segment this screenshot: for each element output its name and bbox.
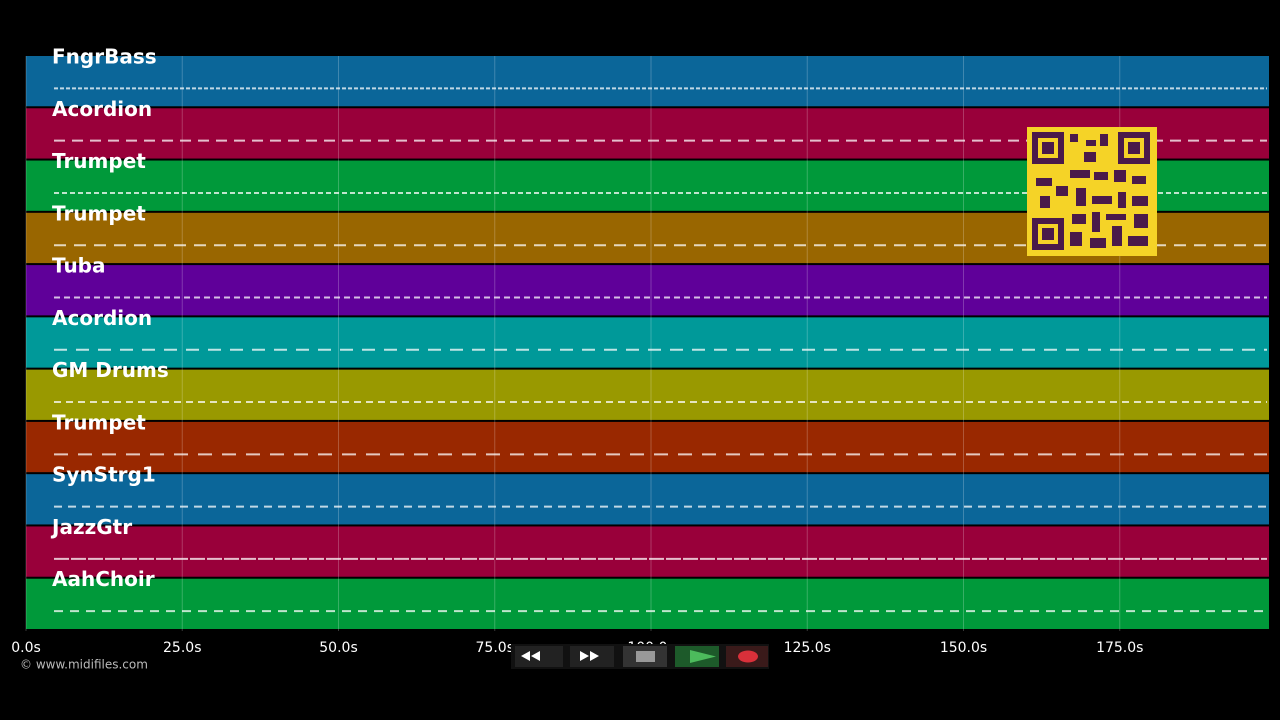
track-lane bbox=[26, 421, 1269, 473]
track-name: Trumpet bbox=[52, 149, 146, 173]
track-lane bbox=[26, 265, 1269, 316]
track-labels: FngrBass Acordion Trumpet Trumpet Tuba Acordi… bbox=[50, 45, 169, 592]
track-name: Trumpet bbox=[52, 410, 146, 434]
track-name: GM Drums bbox=[52, 358, 169, 382]
track-name: FngrBass bbox=[52, 45, 157, 69]
track-name: AahChoir bbox=[52, 567, 155, 591]
copyright: © www.midifiles.com bbox=[20, 658, 148, 672]
tick-label: 175.0s bbox=[1096, 640, 1143, 656]
rewind-button[interactable] bbox=[515, 646, 563, 667]
tick-label: 75.0s bbox=[476, 640, 514, 656]
track-name: Trumpet bbox=[52, 201, 146, 225]
grid bbox=[25, 56, 1121, 631]
track-name: Tuba bbox=[52, 254, 106, 278]
stop-button[interactable] bbox=[623, 646, 667, 667]
play-button[interactable] bbox=[675, 646, 719, 667]
track-name: Acordion bbox=[52, 306, 152, 330]
tick-label: 25.0s bbox=[163, 640, 201, 656]
tick-label: 150.0s bbox=[940, 640, 987, 656]
track-lane bbox=[26, 474, 1269, 525]
track-name: SynStrg1 bbox=[52, 463, 156, 487]
tick-label: 0.0s bbox=[11, 640, 41, 656]
track-name: JazzGtr bbox=[50, 515, 132, 539]
forward-button[interactable] bbox=[570, 646, 614, 667]
tick-label: 125.0s bbox=[784, 640, 831, 656]
track-name: Acordion bbox=[52, 97, 152, 121]
record-button[interactable] bbox=[726, 646, 768, 667]
track-lane bbox=[26, 526, 1269, 577]
track-lane bbox=[26, 317, 1269, 368]
track-lane bbox=[26, 369, 1269, 420]
track-lane bbox=[26, 578, 1269, 629]
qr-code bbox=[1027, 127, 1157, 256]
transport-controls bbox=[511, 644, 769, 669]
track-lane bbox=[26, 56, 1269, 107]
tick-label: 50.0s bbox=[319, 640, 357, 656]
